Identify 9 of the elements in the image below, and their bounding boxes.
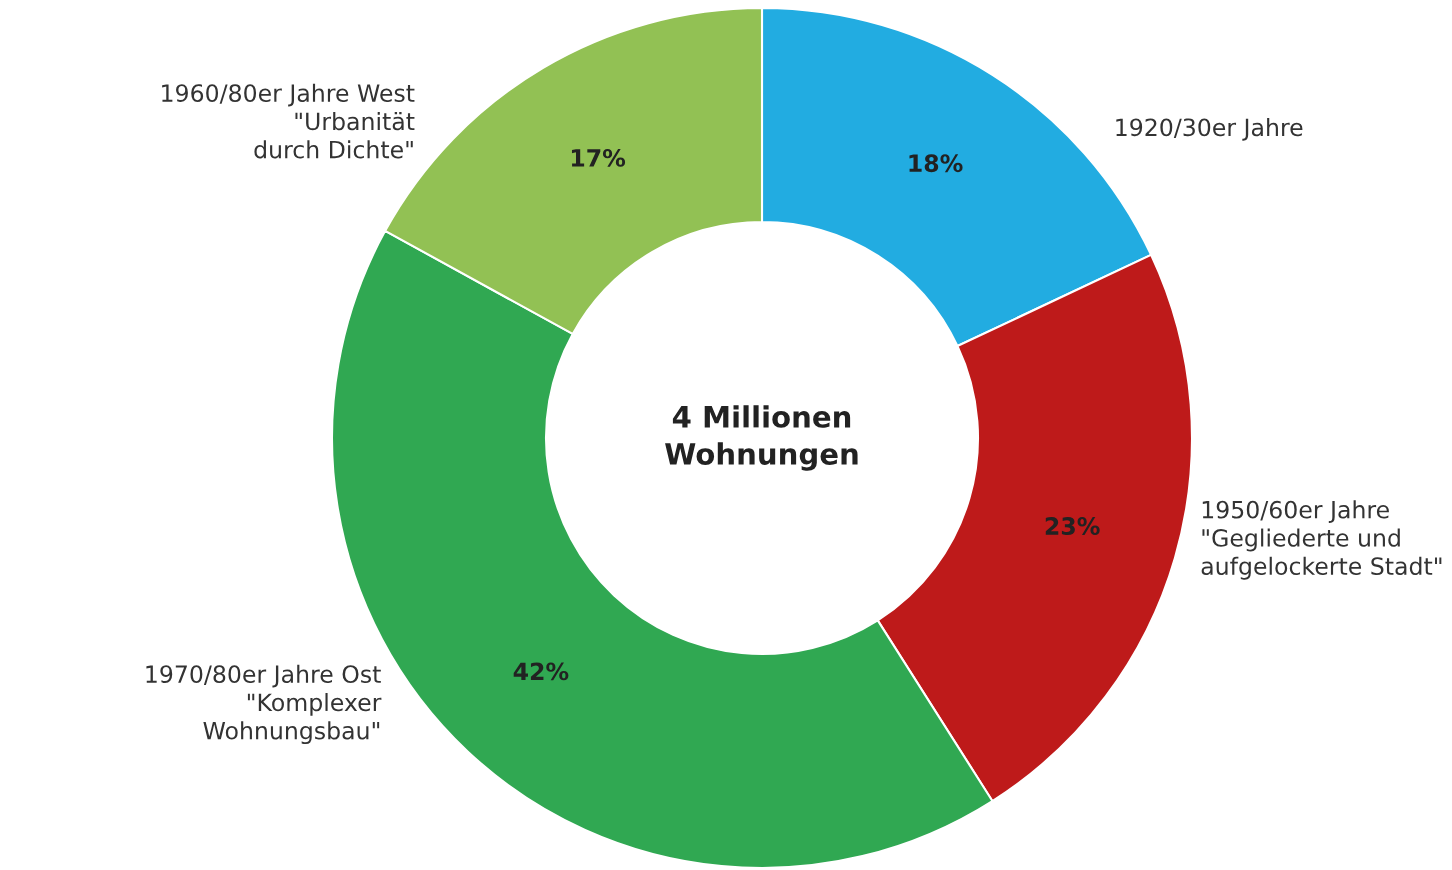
data-label: 23% (1045, 517, 1100, 535)
text: 4 Millionen Wohnungen (665, 405, 858, 471)
slice-label: 1920/30er Jahre (1116, 117, 1303, 141)
data-label: 42% (513, 662, 569, 681)
data-label: 18% (909, 154, 963, 173)
slice-label: 1970/80er Jahre Ost "Komplexer Wohnungsbau" (146, 664, 382, 745)
slice-label: 1960/80er Jahre West "Urbanität durch Dichte" (162, 83, 415, 159)
data-label: 17% (571, 148, 626, 167)
slice-label: 1950/60er Jahre "Gegliederte und aufgelockerte Stadt" (1201, 500, 1442, 580)
